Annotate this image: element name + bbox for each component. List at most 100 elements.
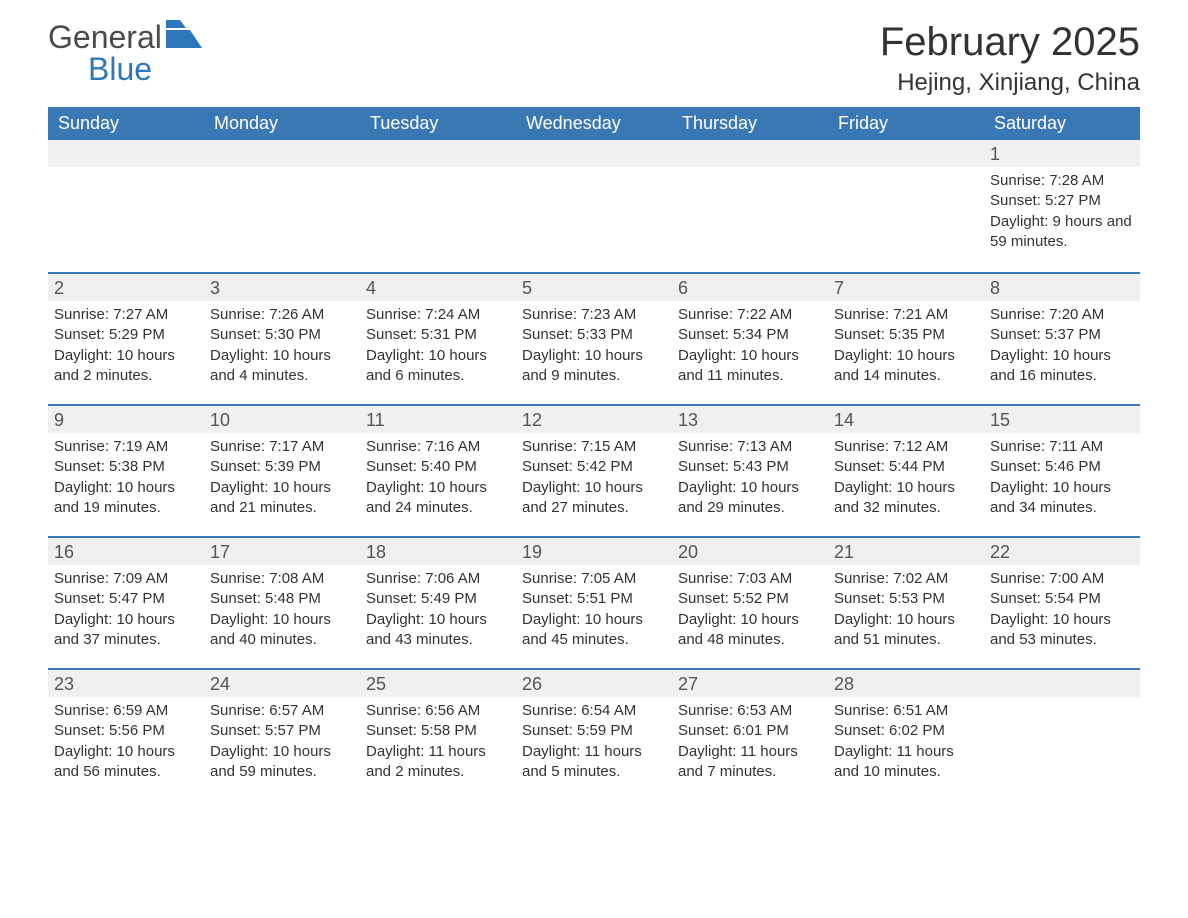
sunset-text: Sunset: 5:35 PM — [834, 325, 978, 345]
sunrise-text: Sunrise: 7:19 AM — [54, 437, 198, 457]
sunrise-text: Sunrise: 6:59 AM — [54, 701, 198, 721]
day-details: Sunrise: 7:22 AMSunset: 5:34 PMDaylight:… — [672, 301, 828, 392]
day-details: Sunrise: 7:26 AMSunset: 5:30 PMDaylight:… — [204, 301, 360, 392]
day-number: 25 — [360, 668, 516, 697]
daylight-text: Daylight: 10 hours and 43 minutes. — [366, 610, 510, 651]
sunset-text: Sunset: 5:56 PM — [54, 721, 198, 741]
daylight-text: Daylight: 10 hours and 34 minutes. — [990, 478, 1134, 519]
daylight-text: Daylight: 10 hours and 29 minutes. — [678, 478, 822, 519]
daylight-text: Daylight: 10 hours and 19 minutes. — [54, 478, 198, 519]
sunset-text: Sunset: 6:01 PM — [678, 721, 822, 741]
weekday-header: Tuesday — [360, 107, 516, 140]
sunrise-text: Sunrise: 7:27 AM — [54, 305, 198, 325]
calendar-day-cell — [48, 140, 204, 272]
sunset-text: Sunset: 5:43 PM — [678, 457, 822, 477]
sunset-text: Sunset: 5:51 PM — [522, 589, 666, 609]
calendar-day-cell: 24Sunrise: 6:57 AMSunset: 5:57 PMDayligh… — [204, 668, 360, 800]
sunset-text: Sunset: 5:46 PM — [990, 457, 1134, 477]
calendar-day-cell: 4Sunrise: 7:24 AMSunset: 5:31 PMDaylight… — [360, 272, 516, 404]
sunset-text: Sunset: 5:38 PM — [54, 457, 198, 477]
daylight-text: Daylight: 11 hours and 10 minutes. — [834, 742, 978, 783]
day-number: 16 — [48, 536, 204, 565]
day-number: 19 — [516, 536, 672, 565]
sunset-text: Sunset: 5:30 PM — [210, 325, 354, 345]
daylight-text: Daylight: 11 hours and 7 minutes. — [678, 742, 822, 783]
calendar-day-cell: 27Sunrise: 6:53 AMSunset: 6:01 PMDayligh… — [672, 668, 828, 800]
calendar-table: SundayMondayTuesdayWednesdayThursdayFrid… — [48, 107, 1140, 800]
calendar-body: 1Sunrise: 7:28 AMSunset: 5:27 PMDaylight… — [48, 140, 1140, 800]
day-number-empty — [360, 140, 516, 167]
daylight-text: Daylight: 10 hours and 21 minutes. — [210, 478, 354, 519]
sunrise-text: Sunrise: 6:54 AM — [522, 701, 666, 721]
sunset-text: Sunset: 5:54 PM — [990, 589, 1134, 609]
sunrise-text: Sunrise: 7:13 AM — [678, 437, 822, 457]
daylight-text: Daylight: 10 hours and 48 minutes. — [678, 610, 822, 651]
day-details: Sunrise: 6:57 AMSunset: 5:57 PMDaylight:… — [204, 697, 360, 788]
sunset-text: Sunset: 5:47 PM — [54, 589, 198, 609]
calendar-day-cell — [828, 140, 984, 272]
day-number: 18 — [360, 536, 516, 565]
sunrise-text: Sunrise: 6:56 AM — [366, 701, 510, 721]
calendar-day-cell: 16Sunrise: 7:09 AMSunset: 5:47 PMDayligh… — [48, 536, 204, 668]
calendar-day-cell: 10Sunrise: 7:17 AMSunset: 5:39 PMDayligh… — [204, 404, 360, 536]
daylight-text: Daylight: 10 hours and 32 minutes. — [834, 478, 978, 519]
calendar-day-cell — [516, 140, 672, 272]
day-number: 11 — [360, 404, 516, 433]
day-details: Sunrise: 7:20 AMSunset: 5:37 PMDaylight:… — [984, 301, 1140, 392]
daylight-text: Daylight: 10 hours and 51 minutes. — [834, 610, 978, 651]
sunset-text: Sunset: 5:57 PM — [210, 721, 354, 741]
calendar-day-cell: 20Sunrise: 7:03 AMSunset: 5:52 PMDayligh… — [672, 536, 828, 668]
day-number: 1 — [984, 140, 1140, 167]
day-number: 22 — [984, 536, 1140, 565]
daylight-text: Daylight: 10 hours and 6 minutes. — [366, 346, 510, 387]
calendar-day-cell: 12Sunrise: 7:15 AMSunset: 5:42 PMDayligh… — [516, 404, 672, 536]
daylight-text: Daylight: 10 hours and 4 minutes. — [210, 346, 354, 387]
sunset-text: Sunset: 5:31 PM — [366, 325, 510, 345]
calendar-day-cell: 28Sunrise: 6:51 AMSunset: 6:02 PMDayligh… — [828, 668, 984, 800]
calendar-day-cell — [984, 668, 1140, 800]
sunrise-text: Sunrise: 7:15 AM — [522, 437, 666, 457]
weekday-header: Thursday — [672, 107, 828, 140]
sunrise-text: Sunrise: 7:28 AM — [990, 171, 1134, 191]
day-number: 15 — [984, 404, 1140, 433]
sunrise-text: Sunrise: 6:53 AM — [678, 701, 822, 721]
sunrise-text: Sunrise: 7:22 AM — [678, 305, 822, 325]
sunset-text: Sunset: 5:33 PM — [522, 325, 666, 345]
day-details: Sunrise: 7:05 AMSunset: 5:51 PMDaylight:… — [516, 565, 672, 656]
sunrise-text: Sunrise: 7:26 AM — [210, 305, 354, 325]
day-number: 27 — [672, 668, 828, 697]
day-details: Sunrise: 7:19 AMSunset: 5:38 PMDaylight:… — [48, 433, 204, 524]
day-details: Sunrise: 6:53 AMSunset: 6:01 PMDaylight:… — [672, 697, 828, 788]
day-number-empty — [204, 140, 360, 167]
sunset-text: Sunset: 5:29 PM — [54, 325, 198, 345]
day-details: Sunrise: 6:56 AMSunset: 5:58 PMDaylight:… — [360, 697, 516, 788]
daylight-text: Daylight: 10 hours and 40 minutes. — [210, 610, 354, 651]
sunrise-text: Sunrise: 7:20 AM — [990, 305, 1134, 325]
sunrise-text: Sunrise: 7:03 AM — [678, 569, 822, 589]
day-number: 20 — [672, 536, 828, 565]
sunrise-text: Sunrise: 7:23 AM — [522, 305, 666, 325]
sunrise-text: Sunrise: 6:51 AM — [834, 701, 978, 721]
day-details: Sunrise: 7:28 AMSunset: 5:27 PMDaylight:… — [984, 167, 1140, 258]
day-number: 28 — [828, 668, 984, 697]
daylight-text: Daylight: 10 hours and 9 minutes. — [522, 346, 666, 387]
day-number: 8 — [984, 272, 1140, 301]
day-number-empty — [48, 140, 204, 167]
calendar-day-cell: 15Sunrise: 7:11 AMSunset: 5:46 PMDayligh… — [984, 404, 1140, 536]
daylight-text: Daylight: 9 hours and 59 minutes. — [990, 212, 1134, 253]
sunrise-text: Sunrise: 7:21 AM — [834, 305, 978, 325]
day-number: 24 — [204, 668, 360, 697]
sunrise-text: Sunrise: 7:08 AM — [210, 569, 354, 589]
day-number-empty — [672, 140, 828, 167]
logo-text-1: General — [48, 19, 162, 55]
day-details: Sunrise: 7:13 AMSunset: 5:43 PMDaylight:… — [672, 433, 828, 524]
day-number: 10 — [204, 404, 360, 433]
logo-text-2: Blue — [88, 53, 202, 85]
calendar-day-cell: 26Sunrise: 6:54 AMSunset: 5:59 PMDayligh… — [516, 668, 672, 800]
sunset-text: Sunset: 5:42 PM — [522, 457, 666, 477]
day-details: Sunrise: 7:02 AMSunset: 5:53 PMDaylight:… — [828, 565, 984, 656]
calendar-day-cell: 13Sunrise: 7:13 AMSunset: 5:43 PMDayligh… — [672, 404, 828, 536]
sunset-text: Sunset: 5:37 PM — [990, 325, 1134, 345]
sunrise-text: Sunrise: 7:02 AM — [834, 569, 978, 589]
daylight-text: Daylight: 10 hours and 16 minutes. — [990, 346, 1134, 387]
